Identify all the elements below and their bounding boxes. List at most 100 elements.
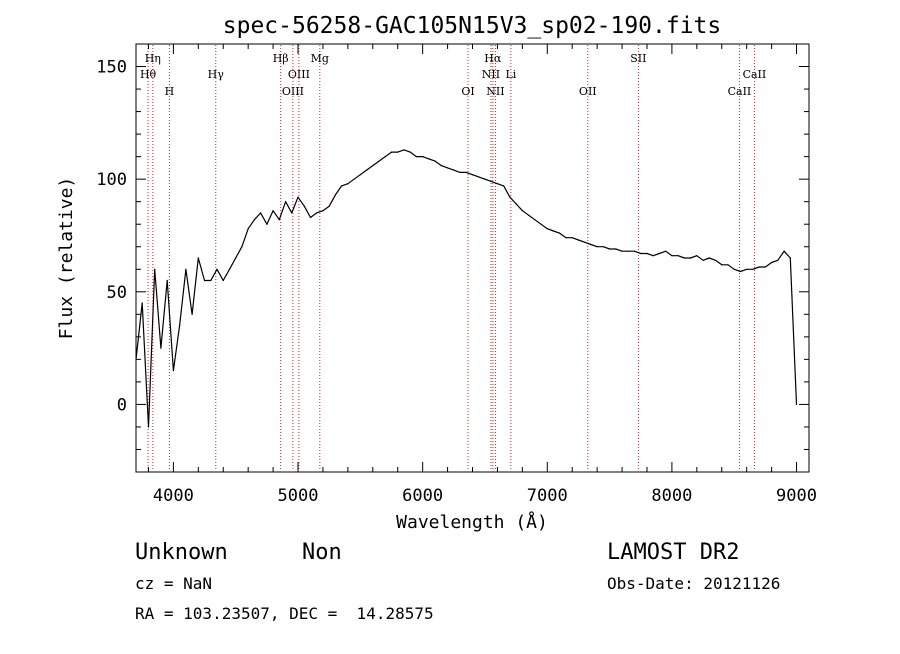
spectral-line-label: Mg: [311, 52, 329, 65]
spectral-line-label: OII: [579, 85, 597, 98]
spectrum-point: [789, 257, 791, 259]
spectrum-point: [677, 255, 679, 257]
spectrum-point: [727, 264, 729, 266]
spectrum-point: [478, 176, 480, 178]
spectrum-point: [683, 257, 686, 259]
spectrum-point: [490, 180, 492, 182]
spectrum-point: [285, 201, 287, 203]
spectral-line-label: Hβ: [273, 52, 289, 65]
spectrum-point: [297, 196, 299, 198]
spectrum-point: [652, 255, 654, 257]
spectrum-point: [203, 279, 206, 282]
spectrum-point: [147, 426, 150, 428]
spectrum-point: [434, 160, 436, 162]
spectral-line-label: H: [165, 85, 175, 98]
spectrum-point: [671, 255, 673, 257]
spectrum-point: [702, 259, 704, 261]
spectrum-point: [428, 158, 430, 160]
spectrum-point: [384, 156, 386, 158]
spectral-line-label: NII: [482, 68, 500, 81]
spectrum-point: [291, 212, 293, 214]
spectrum-point: [403, 149, 405, 151]
spectrum-point: [465, 171, 467, 173]
spectrum-point: [528, 214, 530, 216]
x-tick-label: 7000: [527, 486, 568, 506]
spectrum-point: [322, 210, 324, 212]
spectrum-point: [172, 370, 174, 372]
spectrum-point: [746, 268, 748, 270]
spectral-line-label: Hα: [484, 52, 502, 65]
spectrum-point: [521, 210, 524, 212]
spectral-line-label: Hγ: [208, 68, 225, 81]
spectrum-point: [378, 160, 380, 162]
spectrum-point: [222, 279, 224, 282]
spectral-line-label: Hθ: [140, 68, 157, 81]
spectrum-point: [590, 243, 592, 246]
axis-ticks: 4000 5000 6000 7000 8000 9000 0 50 100 150: [96, 43, 817, 506]
spectral-line-label: Hη: [145, 52, 161, 65]
spectrum-point: [515, 203, 517, 205]
spectrum-point: [484, 178, 486, 180]
spectrum-point: [714, 259, 717, 261]
y-tick-label: 150: [96, 58, 127, 78]
spectrum-point: [752, 268, 754, 270]
spectrum-point: [235, 257, 237, 259]
spectrum-point: [602, 246, 605, 248]
spectrum-point: [621, 250, 623, 252]
spectral-line-markers: [147, 45, 755, 471]
x-tick-label: 8000: [651, 486, 692, 506]
spectrum-point: [197, 257, 199, 259]
spectrum-point: [447, 167, 449, 169]
spectrum-point: [303, 205, 305, 207]
spectrum-point: [440, 165, 442, 167]
spectrum-point: [665, 250, 667, 252]
spectrum-point: [272, 210, 274, 212]
spectrum-point: [708, 257, 710, 259]
spectrum-point: [390, 151, 393, 153]
spectrum-point: [615, 248, 617, 250]
spectrum-point: [216, 268, 218, 270]
spectrum-point: [422, 156, 424, 158]
spectrum-point: [633, 250, 636, 252]
spectrum-point: [453, 169, 455, 171]
object-class: Unknown: [135, 540, 228, 565]
spectrum-point: [185, 268, 187, 270]
spectrum-series: [135, 149, 798, 428]
spectral-line-label: OI: [461, 85, 474, 98]
spectrum-point: [758, 266, 760, 268]
y-tick-label: 0: [117, 395, 127, 415]
y-tick-label: 100: [96, 170, 127, 190]
spectrum-point: [552, 230, 555, 232]
spectrum-point: [347, 183, 349, 185]
spectrum-point: [646, 252, 648, 255]
spectrum-point: [260, 212, 262, 214]
spectrum-point: [372, 165, 374, 167]
chart-title: spec-56258-GAC105N15V3_sp02-190.fits: [223, 13, 722, 39]
spectrum-point: [503, 185, 505, 187]
spectrum-point: [534, 219, 536, 221]
spectrum-point: [721, 264, 723, 266]
spectrum-point: [154, 268, 156, 270]
spectrum-point: [496, 183, 498, 185]
object-subclass: Non: [302, 540, 342, 565]
x-tick-label: 5000: [278, 486, 319, 506]
spectrum-point: [359, 174, 361, 176]
spectrum-point: [509, 196, 511, 198]
spectrum-point: [397, 151, 399, 153]
spectrum-point: [546, 228, 548, 230]
spectrum-point: [658, 252, 661, 255]
spectral-line-label: Li: [505, 68, 516, 81]
spectrum-point: [584, 241, 586, 243]
spectrum-point: [241, 246, 243, 248]
spectrum-point: [771, 261, 773, 264]
spectrum-point: [733, 268, 735, 270]
spectrum-line: [135, 149, 798, 428]
spectral-line-label: CaII: [728, 85, 752, 98]
spectrum-point: [471, 174, 474, 176]
spectral-line-label: CaII: [743, 68, 767, 81]
spectrum-point: [409, 151, 411, 153]
spectrum-point: [141, 302, 143, 304]
spectrum-point: [266, 223, 268, 225]
spectrum-point: [609, 248, 611, 250]
